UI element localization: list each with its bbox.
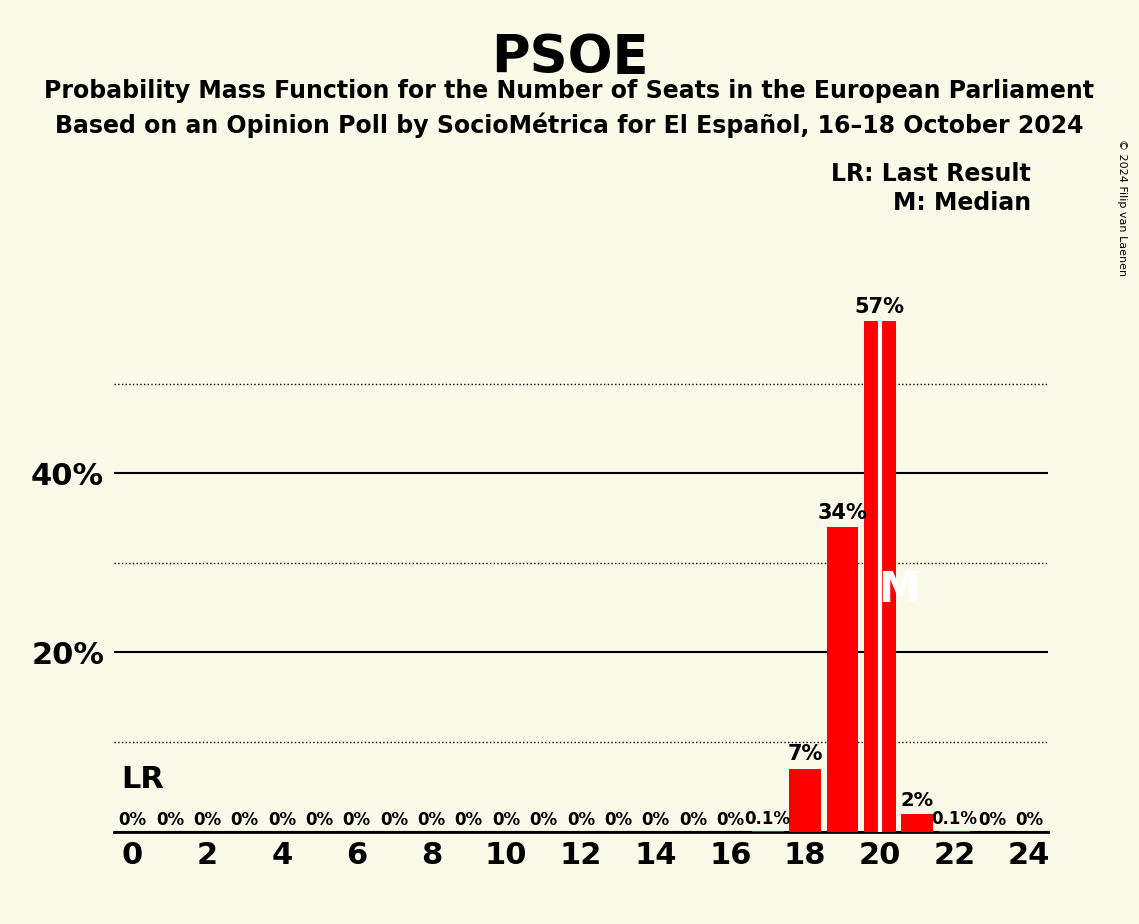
Text: 0%: 0%: [641, 811, 670, 829]
Text: 0%: 0%: [118, 811, 147, 829]
Text: 0%: 0%: [492, 811, 521, 829]
Text: 0%: 0%: [679, 811, 707, 829]
Text: LR: Last Result: LR: Last Result: [831, 162, 1031, 186]
Text: 2%: 2%: [901, 791, 934, 810]
Text: 0%: 0%: [194, 811, 221, 829]
Bar: [827, 527, 859, 832]
Text: 0%: 0%: [716, 811, 745, 829]
Text: 0%: 0%: [156, 811, 185, 829]
Text: M: Median: M: Median: [893, 191, 1031, 215]
Text: 0%: 0%: [604, 811, 632, 829]
Text: LR: LR: [122, 765, 164, 794]
Text: Based on an Opinion Poll by SocioMétrica for El Español, 16–18 October 2024: Based on an Opinion Poll by SocioMétrica…: [56, 113, 1083, 139]
Text: M: M: [878, 569, 919, 611]
Text: 0.1%: 0.1%: [745, 810, 790, 828]
Text: 0%: 0%: [1015, 811, 1043, 829]
Text: 0.1%: 0.1%: [932, 810, 977, 828]
Text: 0%: 0%: [380, 811, 408, 829]
Bar: [901, 814, 933, 832]
Text: 0%: 0%: [230, 811, 259, 829]
Text: 0%: 0%: [417, 811, 445, 829]
Text: 0%: 0%: [343, 811, 371, 829]
Text: PSOE: PSOE: [491, 32, 648, 84]
Bar: [789, 769, 821, 832]
Text: 0%: 0%: [454, 811, 483, 829]
Text: 0%: 0%: [305, 811, 334, 829]
Text: 7%: 7%: [787, 745, 822, 764]
Text: Probability Mass Function for the Number of Seats in the European Parliament: Probability Mass Function for the Number…: [44, 79, 1095, 103]
Text: © 2024 Filip van Laenen: © 2024 Filip van Laenen: [1117, 139, 1126, 275]
Text: 0%: 0%: [977, 811, 1006, 829]
Text: 0%: 0%: [567, 811, 595, 829]
Text: 34%: 34%: [818, 503, 867, 523]
Text: 0%: 0%: [268, 811, 296, 829]
Text: 57%: 57%: [854, 297, 904, 317]
Bar: [863, 322, 895, 832]
Text: 0%: 0%: [530, 811, 558, 829]
